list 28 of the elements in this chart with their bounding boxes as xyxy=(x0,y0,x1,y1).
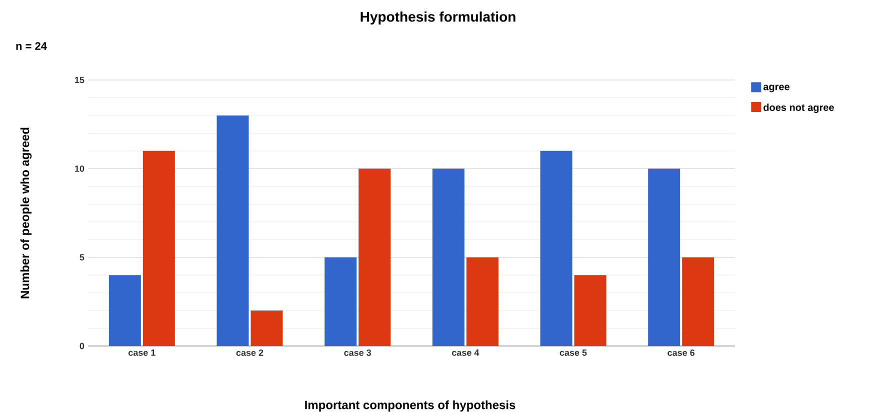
x-tick-label: case 3 xyxy=(344,350,372,356)
y-axis-title: Number of people who agreed xyxy=(20,128,32,298)
text: n = 24 xyxy=(16,42,47,50)
x-tick-label: case 2 xyxy=(236,350,264,356)
legend-label: does not agree xyxy=(764,104,834,114)
x-tick-label: case 6 xyxy=(668,350,695,356)
y-tick-label: 10 xyxy=(75,165,84,172)
y-tick-label: 5 xyxy=(80,254,84,260)
y-tick-label: 0 xyxy=(80,342,84,350)
bar xyxy=(142,150,175,346)
x-axis-title: Important components of hypothesis xyxy=(305,400,516,412)
bar xyxy=(648,168,680,346)
bar xyxy=(682,257,714,346)
bar xyxy=(324,257,357,346)
bar xyxy=(466,257,498,346)
bar xyxy=(574,275,606,346)
y-tick-label: 15 xyxy=(75,76,84,84)
x-tick-label: case 4 xyxy=(452,350,480,356)
bar xyxy=(358,168,391,346)
x-tick-label: case 1 xyxy=(128,350,156,356)
bar xyxy=(432,168,464,346)
chart-title: Hypothesis formulation xyxy=(360,11,516,25)
bar xyxy=(250,310,283,346)
bar xyxy=(540,150,572,346)
bar xyxy=(216,115,249,346)
legend-label: agree xyxy=(763,84,790,92)
x-tick-label: case 5 xyxy=(560,350,587,356)
bar xyxy=(108,275,141,346)
